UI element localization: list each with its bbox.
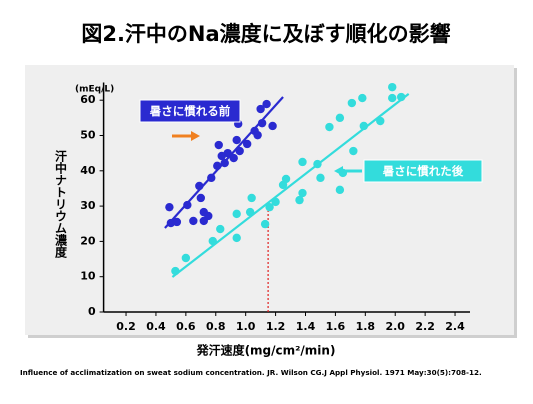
y-tick-label: 40 — [80, 164, 96, 177]
y-unit: (mEq/L) — [75, 85, 114, 95]
x-tick-label: 2.0 — [385, 320, 405, 333]
y-tick-label: 30 — [80, 199, 96, 212]
point — [265, 202, 274, 212]
arrow-head — [191, 131, 200, 141]
x-tick-label: 2.2 — [415, 320, 435, 333]
legend-box — [139, 99, 241, 123]
point — [347, 98, 357, 108]
point — [388, 82, 397, 92]
footnote: Influence of acclimatization on sweat so… — [20, 368, 482, 377]
point — [189, 216, 198, 226]
chart-title: 図2.汗中のNa濃度に及ぼす順化の影響 — [81, 22, 450, 46]
x-axis-label: 発汗速度(mg/cm²/min) — [196, 343, 336, 358]
x-tick-label: 0.6 — [176, 320, 196, 333]
point — [232, 135, 241, 145]
x-tick-label: 1.8 — [356, 320, 376, 333]
arrow-head — [334, 166, 343, 176]
point — [181, 253, 191, 263]
y-tick-label: 10 — [80, 270, 96, 283]
y-axis-label-text: 汗中ナトリウム濃度 — [54, 149, 68, 259]
y-tick-label: 50 — [80, 129, 96, 142]
x-tick-label: 1.0 — [236, 320, 256, 333]
y-tick-label: 20 — [80, 234, 96, 247]
point — [216, 224, 225, 234]
point — [214, 140, 223, 150]
y-axis-label: 汗中ナトリウム濃度 — [54, 149, 68, 259]
point — [253, 130, 262, 140]
point — [298, 157, 307, 167]
legend-label: 暑さに慣れた後 — [382, 164, 464, 178]
legend-box — [363, 159, 483, 183]
point — [242, 139, 252, 149]
legend-label: 暑さに慣れる前 — [149, 104, 231, 118]
point — [358, 93, 367, 103]
point — [298, 188, 307, 198]
x-tick-label: 0.4 — [146, 320, 166, 333]
point — [335, 113, 345, 123]
x-tick-label: 1.6 — [326, 320, 346, 333]
point — [232, 233, 241, 243]
x-tick-label: 0.8 — [206, 320, 226, 333]
point — [165, 202, 174, 212]
trend-line — [164, 96, 284, 229]
point — [349, 146, 358, 156]
point — [172, 217, 182, 227]
x-tick-label: 0.2 — [116, 320, 136, 333]
x-tick-label: 1.4 — [296, 320, 316, 333]
point — [183, 200, 192, 210]
point — [232, 209, 241, 219]
point — [388, 93, 397, 103]
trend-line — [171, 92, 410, 278]
point — [229, 153, 238, 163]
point — [256, 104, 265, 114]
point — [196, 193, 206, 203]
y-tick-label: 0 — [88, 305, 96, 318]
y-tick-label: 60 — [80, 93, 96, 106]
point — [262, 99, 271, 109]
plot-panel — [25, 65, 514, 335]
x-tick-label: 2.4 — [445, 320, 465, 333]
point — [376, 116, 385, 126]
point — [335, 185, 345, 195]
point — [295, 195, 304, 205]
x-tick-label: 1.2 — [266, 320, 286, 333]
point — [268, 121, 277, 131]
point — [281, 174, 291, 184]
point — [325, 122, 334, 132]
point — [316, 173, 325, 183]
point — [260, 219, 270, 229]
point — [204, 211, 213, 221]
point — [247, 193, 256, 203]
